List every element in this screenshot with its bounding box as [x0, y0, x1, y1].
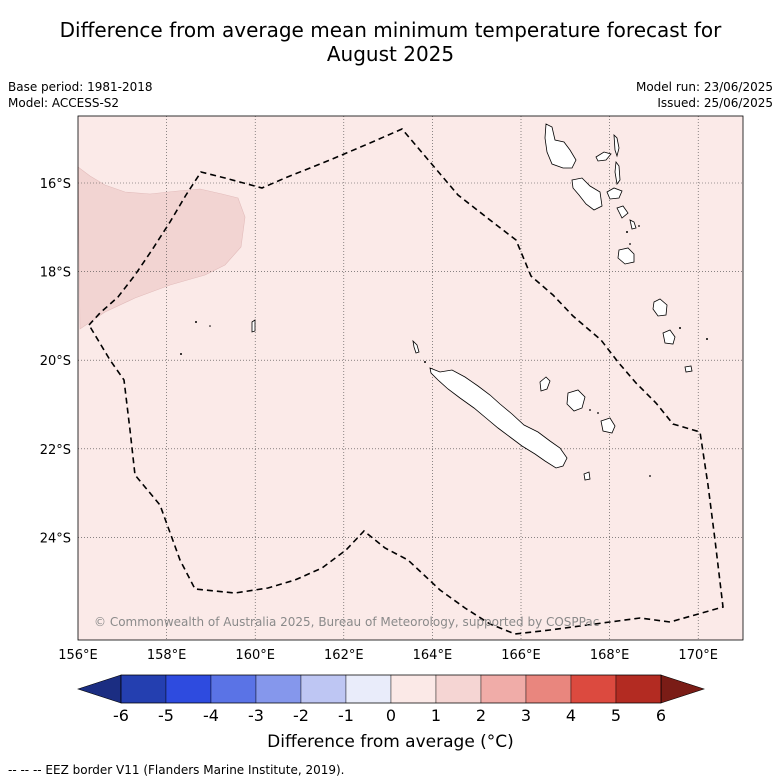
loyalty-island-ouvea — [539, 376, 551, 392]
espiritu-santo-island — [544, 123, 577, 169]
lon-tick-168: 168°E — [590, 648, 630, 663]
colorbar-tick-11: 5 — [611, 706, 621, 725]
graticule — [78, 116, 743, 640]
colorbar-tick-7: 1 — [431, 706, 441, 725]
issued-date: Issued: 25/06/2025 — [657, 96, 773, 110]
model-name: Model: ACCESS-S2 — [8, 96, 120, 110]
malakula-island — [571, 177, 603, 211]
lon-tick-labels: 156°E 158°E 160°E 162°E 164°E 166°E 168°… — [58, 648, 718, 663]
meta-right: Model run: 23/06/2025 Issued: 25/06/2025 — [636, 79, 773, 111]
chesterfield-reef-island — [251, 319, 256, 333]
small-reefs — [180, 225, 708, 477]
colorbar-cell-6 — [390, 674, 437, 704]
tanna-island — [662, 329, 676, 345]
colorbar-cell-7 — [435, 674, 482, 704]
lon-tick-164: 164°E — [413, 648, 453, 663]
erromango-island — [652, 298, 668, 317]
colorbar-tick-labels: -6 -5 -4 -3 -2 -1 0 1 2 3 4 5 6 — [113, 706, 666, 725]
colorbar-cells — [120, 674, 662, 704]
model-run: Model run: 23/06/2025 — [635, 80, 773, 94]
colorbar-label: Difference from average (°C) — [267, 732, 514, 752]
colorbar-frame — [120, 674, 662, 704]
colorbar-tick-3: -3 — [248, 706, 264, 725]
colorbar-tick-0: -6 — [113, 706, 129, 725]
coastlines — [251, 123, 693, 481]
lon-tick-160: 160°E — [235, 648, 275, 663]
colorbar-cell-3 — [255, 674, 302, 704]
lat-tick-18: 18°S — [40, 266, 71, 281]
colorbar-cell-0 — [120, 674, 167, 704]
colorbar-cell-9 — [525, 674, 572, 704]
lon-tick-156: 156°E — [58, 648, 98, 663]
ambrym-island — [606, 187, 623, 200]
lon-tick-170: 170°E — [678, 648, 718, 663]
colorbar-cell-10 — [570, 674, 617, 704]
colorbar-tick-6: 0 — [386, 706, 396, 725]
colorbar-tick-1: -5 — [158, 706, 174, 725]
map-frame — [77, 115, 744, 641]
colorbar-over-arrow — [660, 674, 705, 704]
title-line-1: Difference from average mean minimum tem… — [59, 18, 722, 42]
colorbar-cell-2 — [210, 674, 257, 704]
lat-tick-22: 22°S — [40, 443, 71, 458]
colorbar-cell-8 — [480, 674, 527, 704]
colorbar-tick-12: 6 — [656, 706, 666, 725]
colorbar-tick-9: 3 — [521, 706, 531, 725]
meta-left: Base period: 1981-2018 Model: ACCESS-S2 — [8, 79, 153, 111]
copyright-text: © Commonwealth of Australia 2025, Bureau… — [94, 615, 599, 629]
eez-border — [88, 128, 724, 635]
colorbar-tick-2: -4 — [203, 706, 219, 725]
efate-island — [617, 247, 635, 265]
lon-tick-166: 166°E — [501, 648, 541, 663]
lat-tick-16: 16°S — [40, 177, 71, 192]
colorbar-tick-5: -1 — [338, 706, 354, 725]
new-caledonia-island — [429, 367, 568, 469]
colorbar-under-arrow — [77, 674, 122, 704]
ambae-island — [595, 151, 612, 162]
colorbar: -6 -5 -4 -3 -2 -1 0 1 2 3 4 5 6 — [77, 674, 705, 725]
isle-of-pines — [583, 471, 591, 481]
warm-anomaly-patch — [77, 166, 246, 330]
colorbar-cell-4 — [300, 674, 347, 704]
loyalty-island-mare — [600, 417, 616, 434]
epi-island — [616, 205, 629, 219]
colorbar-cell-5 — [345, 674, 392, 704]
shepherd-islands — [629, 219, 637, 230]
belep-islands — [412, 339, 420, 354]
lat-tick-20: 20°S — [40, 354, 71, 369]
lon-tick-162: 162°E — [324, 648, 364, 663]
colorbar-tick-4: -2 — [293, 706, 309, 725]
lon-tick-158: 158°E — [147, 648, 187, 663]
lat-tick-labels: 16°S 18°S 20°S 22°S 24°S — [40, 177, 71, 546]
title-line-2: August 2025 — [326, 42, 455, 66]
lat-tick-24: 24°S — [40, 531, 71, 546]
colorbar-tick-10: 4 — [566, 706, 576, 725]
colorbar-cell-11 — [615, 674, 662, 704]
loyalty-island-lifou — [566, 389, 586, 412]
colorbar-tick-8: 2 — [476, 706, 486, 725]
aneityum-island — [684, 365, 693, 373]
maewo-island — [613, 133, 620, 158]
map-title: Difference from average mean minimum tem… — [0, 18, 781, 66]
eez-legend-footer: -- -- -- EEZ border V11 (Flanders Marine… — [8, 763, 345, 777]
pentecost-island — [614, 160, 621, 185]
colorbar-cell-1 — [165, 674, 212, 704]
base-period: Base period: 1981-2018 — [8, 80, 153, 94]
